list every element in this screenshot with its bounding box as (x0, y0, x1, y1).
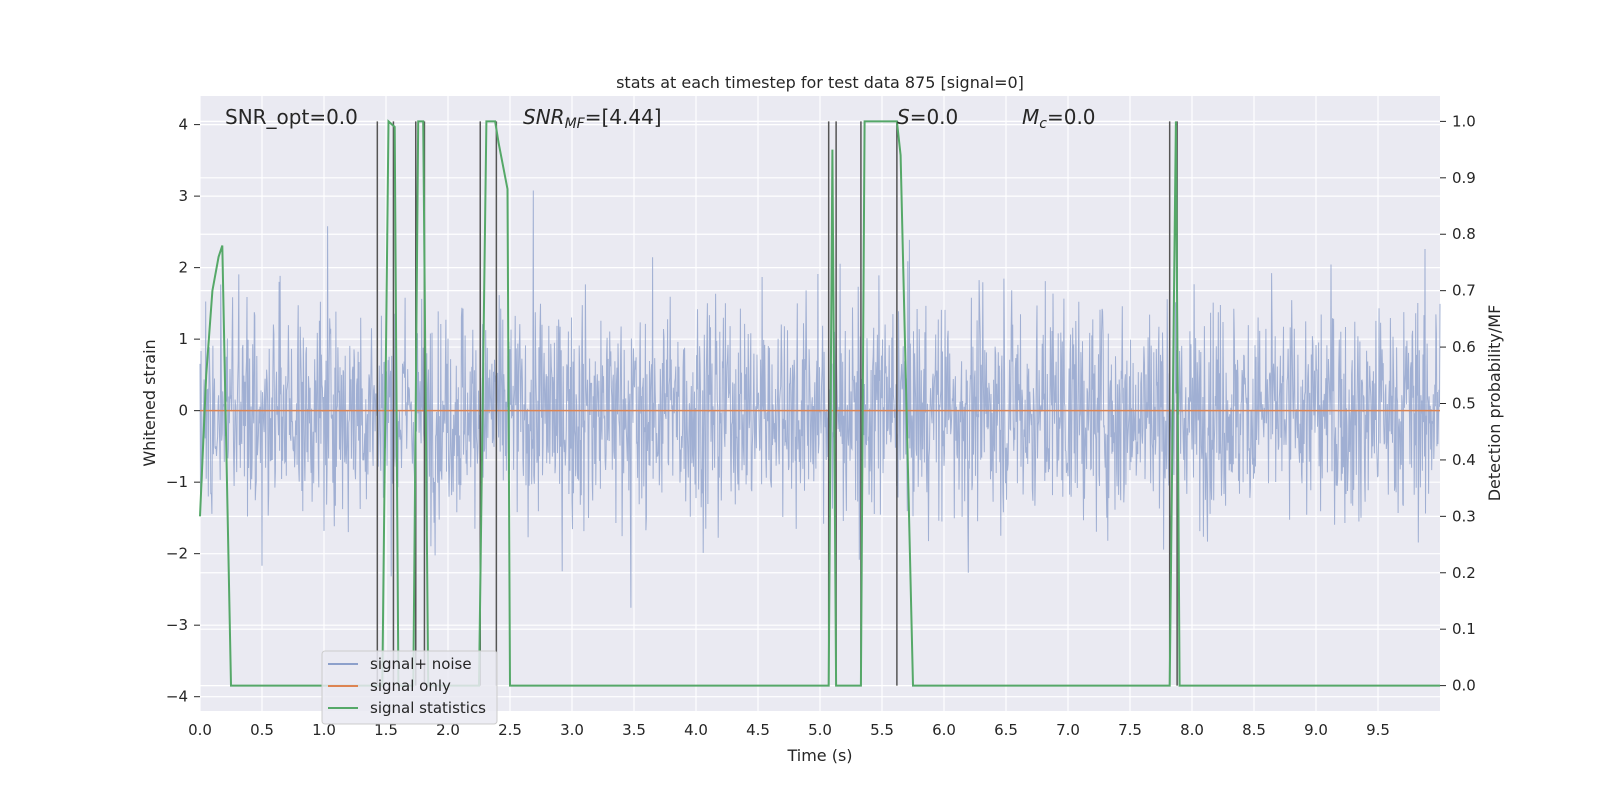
snr-opt-annotation: SNR_opt=0.0 (225, 105, 358, 129)
y-tick-label: 1 (178, 330, 188, 348)
x-tick-label: 1.0 (312, 721, 336, 739)
x-tick-label: 0.5 (250, 721, 274, 739)
legend-label-stats: signal statistics (370, 699, 486, 717)
x-tick-label: 8.5 (1242, 721, 1266, 739)
y-tick-label: −4 (166, 688, 188, 706)
signal-statistics-series (199, 119, 1440, 687)
y-right-tick-label: 0.0 (1452, 677, 1476, 695)
y-right-tick-label: 0.8 (1452, 225, 1476, 243)
y-tick-label: 0 (178, 402, 188, 420)
y-tick-label: −1 (166, 473, 188, 491)
signal-noise-series (199, 190, 1441, 608)
legend: signal+ noise signal only signal statist… (321, 650, 498, 725)
x-tick-label: 9.5 (1366, 721, 1390, 739)
x-tick-label: 1.5 (374, 721, 398, 739)
y-right-tick-label: 0.2 (1452, 564, 1476, 582)
y-right-tick-label: 0.3 (1452, 507, 1476, 525)
y-tick-label: 2 (178, 259, 188, 277)
s-annotation: S=0.0 (897, 105, 958, 129)
y-right-tick-label: 0.9 (1452, 169, 1476, 187)
legend-label-noise: signal+ noise (370, 655, 472, 673)
x-tick-label: 2.5 (498, 721, 522, 739)
mc-annotation: Mc=0.0 (1022, 105, 1096, 132)
x-tick-label: 5.0 (808, 721, 832, 739)
snr-mf-annotation: SNRMF=[4.44] (523, 105, 662, 132)
y-right-tick-label: 0.4 (1452, 451, 1476, 469)
noise-line (199, 190, 1441, 608)
y-tick-label: 3 (178, 187, 188, 205)
y-right-tick-label: 0.6 (1452, 338, 1476, 356)
y-right-axis-label: Detection probability/MF (1485, 305, 1504, 502)
y-tick-label: 4 (178, 116, 188, 134)
y-tick-label: −3 (166, 616, 188, 634)
x-tick-label: 6.5 (994, 721, 1018, 739)
x-tick-label: 7.5 (1118, 721, 1142, 739)
y-right-tick-label: 0.1 (1452, 620, 1476, 638)
x-tick-label: 4.0 (684, 721, 708, 739)
x-tick-label: 0.0 (188, 721, 212, 739)
legend-box (321, 650, 498, 725)
y-right-tick-label: 0.5 (1452, 395, 1476, 413)
x-tick-label: 9.0 (1304, 721, 1328, 739)
x-tick-label: 6.0 (932, 721, 956, 739)
x-tick-label: 3.0 (560, 721, 584, 739)
x-tick-label: 8.0 (1180, 721, 1204, 739)
x-axis-label: Time (s) (786, 746, 852, 765)
x-tick-label: 3.5 (622, 721, 646, 739)
x-tick-label: 2.0 (436, 721, 460, 739)
y-right-tick-label: 1.0 (1452, 112, 1476, 130)
y-right-tick-label: 0.7 (1452, 282, 1476, 300)
x-tick-label: 7.0 (1056, 721, 1080, 739)
signal-statistics-line (199, 119, 1440, 687)
y-axis-label: Whitened strain (140, 339, 159, 466)
axes: 0.0 0.5 1.0 1.5 2.0 2.5 3.0 3.5 4.0 4.5 5.0 5.5 6.0 6… (166, 112, 1476, 739)
x-tick-label: 4.5 (746, 721, 770, 739)
legend-label-signal: signal only (370, 677, 451, 695)
y-tick-label: −2 (166, 545, 188, 563)
chart-title: stats at each timestep for test data 875… (616, 73, 1024, 92)
x-tick-label: 5.5 (870, 721, 894, 739)
